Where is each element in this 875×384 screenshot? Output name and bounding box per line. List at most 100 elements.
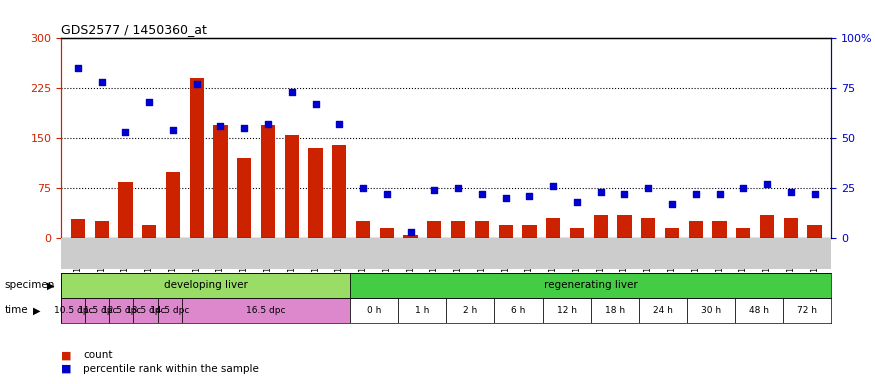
FancyBboxPatch shape [350, 273, 831, 298]
Bar [71, 219, 85, 238]
Point [94, 79, 108, 85]
Bar [237, 158, 251, 238]
FancyBboxPatch shape [398, 298, 446, 323]
Bar [332, 145, 346, 238]
Text: ■: ■ [61, 350, 72, 360]
Point [190, 81, 204, 88]
Bar [736, 228, 751, 238]
Bar [689, 222, 703, 238]
Point [712, 191, 726, 197]
Bar [546, 218, 560, 238]
Point [570, 199, 584, 205]
FancyBboxPatch shape [639, 298, 687, 323]
Text: 10.5 dpc: 10.5 dpc [53, 306, 93, 314]
Text: ▶: ▶ [47, 280, 55, 290]
Bar [641, 218, 655, 238]
Bar [618, 215, 632, 238]
Point [380, 191, 394, 197]
Bar [522, 225, 536, 238]
Point [237, 125, 251, 131]
Bar [808, 225, 822, 238]
FancyBboxPatch shape [86, 298, 109, 323]
Bar [403, 235, 417, 238]
Text: 12 h: 12 h [556, 306, 577, 314]
Text: time: time [4, 305, 28, 315]
Point [760, 181, 774, 187]
Point [546, 183, 560, 189]
Bar [760, 215, 774, 238]
FancyBboxPatch shape [687, 298, 735, 323]
Point [261, 121, 275, 127]
Text: 13.5 dpc: 13.5 dpc [126, 306, 165, 314]
FancyBboxPatch shape [134, 298, 158, 323]
Bar [570, 228, 584, 238]
Bar [308, 148, 323, 238]
Point [332, 121, 346, 127]
Point [214, 123, 228, 129]
Text: 48 h: 48 h [749, 306, 769, 314]
Bar [190, 78, 204, 238]
Text: specimen: specimen [4, 280, 55, 290]
Bar [261, 125, 275, 238]
Bar [142, 225, 157, 238]
Bar [166, 172, 180, 238]
Point [356, 185, 370, 191]
Point [475, 191, 489, 197]
Point [142, 99, 156, 105]
FancyBboxPatch shape [61, 298, 86, 323]
Text: 14.5 dpc: 14.5 dpc [150, 306, 189, 314]
FancyBboxPatch shape [182, 298, 350, 323]
Point [522, 193, 536, 199]
Bar [94, 222, 108, 238]
Point [166, 127, 180, 133]
Bar [118, 182, 132, 238]
Text: 30 h: 30 h [701, 306, 721, 314]
Bar [475, 222, 489, 238]
Bar [593, 215, 608, 238]
Point [71, 65, 85, 71]
FancyBboxPatch shape [494, 298, 542, 323]
Bar [380, 228, 394, 238]
Text: 6 h: 6 h [511, 306, 526, 314]
Point [594, 189, 608, 195]
Point [452, 185, 466, 191]
Text: 1 h: 1 h [415, 306, 430, 314]
Text: 0 h: 0 h [367, 306, 382, 314]
Point [689, 191, 703, 197]
Point [284, 89, 298, 95]
Point [118, 129, 132, 135]
FancyBboxPatch shape [542, 298, 591, 323]
Bar [284, 135, 299, 238]
Text: 11.5 dpc: 11.5 dpc [78, 306, 117, 314]
FancyBboxPatch shape [109, 298, 134, 323]
Text: count: count [83, 350, 113, 360]
Point [403, 229, 417, 235]
Text: 18 h: 18 h [605, 306, 625, 314]
Text: 16.5 dpc: 16.5 dpc [246, 306, 285, 314]
Bar [712, 222, 726, 238]
Point [808, 191, 822, 197]
Bar [214, 125, 228, 238]
Text: ■: ■ [61, 364, 72, 374]
Text: GDS2577 / 1450360_at: GDS2577 / 1450360_at [61, 23, 207, 36]
Text: ▶: ▶ [33, 305, 41, 315]
FancyBboxPatch shape [446, 298, 494, 323]
Point [618, 191, 632, 197]
Text: 2 h: 2 h [463, 306, 478, 314]
Text: 12.5 dpc: 12.5 dpc [102, 306, 141, 314]
Text: 72 h: 72 h [797, 306, 817, 314]
FancyBboxPatch shape [61, 273, 350, 298]
Bar [356, 222, 370, 238]
Point [427, 187, 441, 193]
Point [499, 195, 513, 201]
FancyBboxPatch shape [783, 298, 831, 323]
Bar [665, 228, 679, 238]
Bar [427, 222, 442, 238]
FancyBboxPatch shape [735, 298, 783, 323]
Point [309, 101, 323, 108]
Text: regenerating liver: regenerating liver [543, 280, 638, 290]
FancyBboxPatch shape [350, 298, 398, 323]
Text: developing liver: developing liver [164, 280, 248, 290]
Bar [499, 225, 513, 238]
Bar [784, 218, 798, 238]
